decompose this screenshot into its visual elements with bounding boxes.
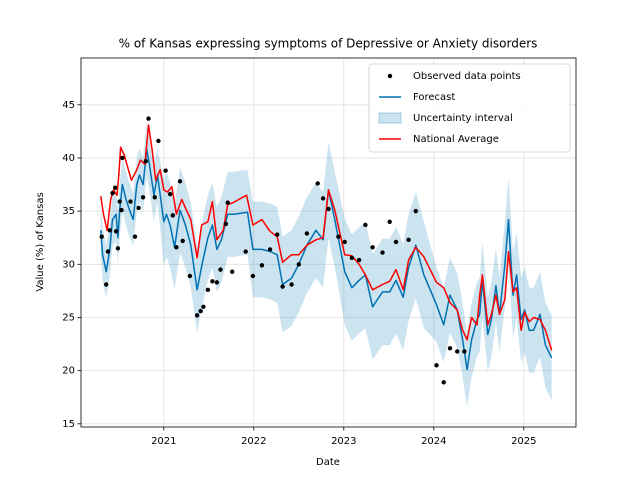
- data-point: [218, 267, 223, 272]
- data-point: [156, 138, 161, 144]
- data-point: [304, 231, 310, 236]
- y-tick-label: 25: [62, 312, 75, 323]
- data-point: [210, 279, 215, 284]
- plot-frame: [80, 57, 577, 428]
- data-point: [143, 158, 148, 164]
- data-point: [280, 284, 285, 289]
- data-point: [434, 363, 439, 368]
- x-tick-label: 2022: [241, 436, 266, 447]
- data-point: [120, 155, 125, 161]
- data-point: [342, 239, 347, 245]
- legend-marker: [378, 112, 402, 124]
- data-point: [275, 232, 280, 237]
- legend-label: Uncertainty interval: [413, 113, 513, 124]
- data-point: [180, 238, 185, 244]
- data-point: [356, 257, 362, 263]
- data-point: [326, 206, 331, 212]
- data-point: [243, 249, 248, 254]
- data-point: [267, 247, 273, 252]
- data-point: [152, 195, 157, 200]
- legend-label: Observed data points: [413, 71, 521, 82]
- data-point: [140, 195, 146, 200]
- data-point: [201, 304, 206, 310]
- data-point: [117, 199, 122, 204]
- data-point: [110, 190, 115, 196]
- data-point: [387, 219, 392, 224]
- data-point: [223, 221, 229, 227]
- data-point: [320, 196, 326, 201]
- y-tick-label: 20: [62, 366, 75, 377]
- y-axis-label: Value (%) of Kansas: [35, 192, 46, 291]
- data-point: [174, 245, 179, 250]
- y-tick-label: 40: [62, 153, 75, 164]
- data-point: [163, 168, 168, 173]
- y-tick-label: 30: [62, 259, 75, 270]
- data-point: [349, 255, 355, 261]
- data-point: [132, 234, 138, 239]
- data-point: [413, 208, 418, 214]
- data-point: [177, 179, 183, 184]
- uncertainty-band: [100, 122, 552, 407]
- x-tick-label: 2025: [511, 436, 536, 447]
- data-point: [198, 308, 203, 314]
- data-point: [205, 287, 211, 293]
- data-point: [136, 205, 141, 211]
- data-point: [146, 116, 151, 121]
- data-point: [119, 207, 124, 213]
- data-point: [370, 245, 375, 250]
- data-point: [105, 249, 111, 254]
- data-point: [194, 313, 200, 318]
- y-tick-label: 35: [62, 206, 75, 217]
- x-tick-label: 2024: [421, 436, 446, 447]
- data-point: [363, 222, 368, 228]
- chart-title: % of Kansas expressing symptoms of Depre…: [119, 37, 538, 51]
- data-point: [107, 228, 113, 233]
- data-point: [250, 273, 256, 279]
- y-tick-label: 45: [62, 100, 75, 111]
- data-point: [104, 282, 109, 287]
- legend-label: National Average: [413, 134, 499, 145]
- data-point: [259, 263, 265, 268]
- data-point: [115, 246, 121, 251]
- data-point: [230, 269, 235, 274]
- data-point: [336, 234, 341, 239]
- data-point: [393, 239, 399, 245]
- legend-box: [368, 63, 571, 153]
- data-point: [113, 229, 119, 234]
- data-point: [455, 349, 460, 354]
- data-point: [441, 380, 446, 385]
- data-point: [380, 250, 385, 255]
- data-point: [99, 234, 104, 239]
- data-point: [462, 349, 467, 354]
- data-point: [214, 280, 220, 285]
- line: [100, 148, 553, 371]
- data-point: [170, 213, 175, 218]
- legend-marker: [387, 73, 393, 79]
- x-tick-label: 2021: [151, 436, 176, 447]
- data-point: [289, 282, 294, 287]
- data-point: [406, 237, 411, 243]
- data-point: [187, 273, 193, 279]
- data-point: [296, 262, 301, 267]
- data-point: [128, 199, 133, 204]
- x-axis-label: Date: [316, 457, 340, 468]
- x-tick-label: 2023: [331, 436, 356, 447]
- y-tick-label: 15: [62, 419, 75, 430]
- data-point: [315, 181, 320, 186]
- data-point: [167, 191, 173, 197]
- legend-label: Forecast: [413, 92, 455, 103]
- data-point: [113, 185, 118, 190]
- line: [100, 124, 553, 351]
- data-point: [447, 346, 453, 351]
- data-point: [225, 200, 230, 205]
